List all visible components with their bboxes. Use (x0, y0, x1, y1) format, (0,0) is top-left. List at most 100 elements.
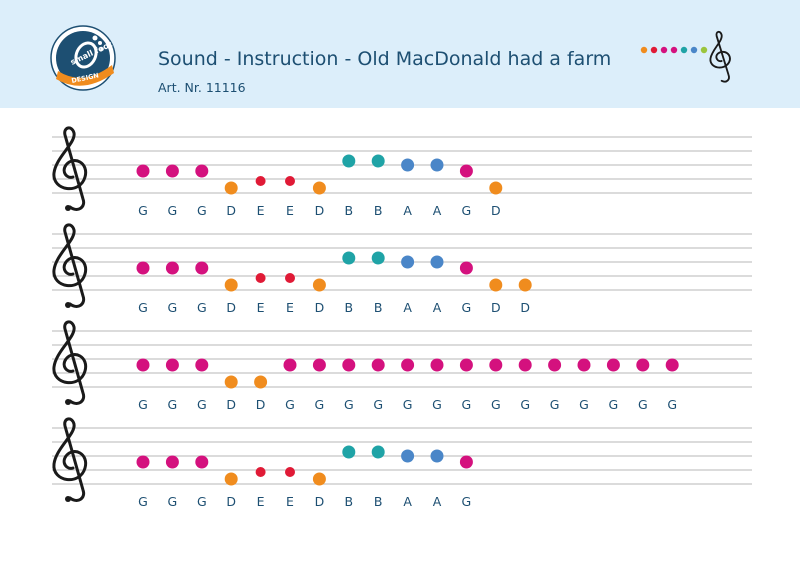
note-dot-G (577, 358, 591, 372)
note-label: E (257, 300, 265, 315)
note-label: G (138, 397, 148, 412)
note-dot-A (401, 255, 415, 269)
note-label: G (138, 300, 148, 315)
decoration-dot (670, 46, 678, 54)
note-dot-B (342, 251, 356, 265)
note-dot-D (312, 181, 326, 195)
note-label: D (226, 397, 236, 412)
note-label: G (138, 494, 148, 509)
note-label: A (433, 203, 442, 218)
note-dot-B (342, 445, 356, 459)
decoration-dot (650, 46, 658, 54)
note-label: E (257, 494, 265, 509)
note-label: A (403, 203, 412, 218)
note-label: G (491, 397, 501, 412)
note-label: B (374, 203, 383, 218)
header-banner: small foot DESIGN Sound - Instruction - … (0, 0, 800, 108)
note-label: G (197, 397, 207, 412)
note-label: G (403, 397, 413, 412)
note-dot-G (165, 164, 179, 178)
note-dot-D (224, 472, 238, 486)
note-label: D (226, 300, 236, 315)
note-label: D (491, 203, 501, 218)
note-label: E (257, 203, 265, 218)
note-dot-G (371, 358, 385, 372)
note-label: G (667, 397, 677, 412)
note-dot-G (312, 358, 326, 372)
note-dot-G (489, 358, 503, 372)
note-dot-D (312, 472, 326, 486)
note-dot-G (165, 358, 179, 372)
note-dot-G (283, 358, 297, 372)
note-dot-G (636, 358, 650, 372)
note-label: G (168, 397, 178, 412)
treble-clef-icon (52, 320, 88, 405)
treble-clef-icon (52, 417, 88, 502)
note-dot-G (195, 261, 209, 275)
note-dot-A (430, 255, 444, 269)
note-dot-E (255, 176, 266, 186)
note-label: B (374, 300, 383, 315)
note-dot-B (371, 445, 385, 459)
note-dot-G (165, 261, 179, 275)
header-decoration (640, 30, 731, 83)
note-label: G (285, 397, 295, 412)
note-dot-G (665, 358, 679, 372)
note-label: D (226, 203, 236, 218)
note-label: G (197, 300, 207, 315)
note-dot-G (459, 358, 473, 372)
note-label: G (168, 494, 178, 509)
note-dot-G (606, 358, 620, 372)
note-label: B (345, 203, 354, 218)
note-dot-G (136, 358, 150, 372)
note-dot-E (285, 273, 295, 283)
note-label: G (462, 203, 472, 218)
smallfoot-logo: small foot DESIGN (50, 25, 116, 91)
note-label: A (433, 300, 442, 315)
note-dot-D (312, 278, 326, 292)
note-dot-B (371, 251, 385, 265)
note-label: D (315, 203, 325, 218)
note-label: A (403, 494, 412, 509)
note-dot-A (401, 158, 415, 172)
page-title: Sound - Instruction - Old MacDonald had … (158, 48, 612, 70)
note-dot-G (136, 455, 150, 469)
note-label: D (256, 397, 266, 412)
note-label: G (462, 300, 472, 315)
note-dot-G (430, 358, 444, 372)
note-dot-B (342, 154, 356, 168)
note-dot-D (489, 278, 503, 292)
note-label: D (491, 300, 501, 315)
note-dot-G (518, 358, 532, 372)
note-label: G (373, 397, 383, 412)
note-dot-D (254, 375, 268, 389)
note-label: G (520, 397, 530, 412)
note-label: E (286, 203, 294, 218)
note-label: G (197, 494, 207, 509)
decoration-dot (660, 46, 668, 54)
note-dot-E (255, 273, 266, 283)
note-dot-E (285, 176, 295, 186)
note-label: D (520, 300, 530, 315)
note-dot-G (459, 455, 473, 469)
note-label: E (286, 494, 294, 509)
note-dot-A (401, 449, 415, 463)
note-label: G (462, 397, 472, 412)
note-dot-D (518, 278, 532, 292)
note-dot-G (136, 261, 150, 275)
treble-clef-icon (709, 30, 731, 83)
note-dot-D (489, 181, 503, 195)
note-label: G (344, 397, 354, 412)
note-dot-G (401, 358, 415, 372)
note-dot-G (195, 164, 209, 178)
note-label: D (315, 300, 325, 315)
note-label: G (638, 397, 648, 412)
note-label: B (345, 494, 354, 509)
note-dot-G (195, 358, 209, 372)
note-dot-D (224, 278, 238, 292)
note-dot-G (165, 455, 179, 469)
